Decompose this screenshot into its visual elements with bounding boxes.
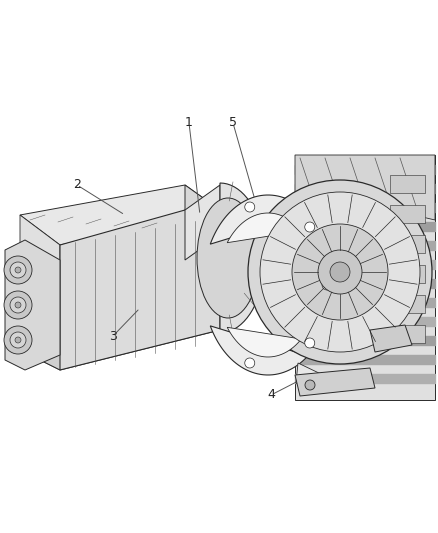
Polygon shape [5, 240, 60, 370]
Polygon shape [20, 185, 220, 245]
Ellipse shape [197, 198, 259, 318]
Circle shape [260, 192, 420, 352]
Polygon shape [185, 185, 220, 260]
Circle shape [318, 250, 362, 294]
Text: 6: 6 [354, 276, 362, 288]
Circle shape [330, 262, 350, 282]
Circle shape [245, 202, 255, 212]
Circle shape [245, 358, 255, 368]
Circle shape [292, 224, 388, 320]
Circle shape [305, 380, 315, 390]
Bar [390, 235, 425, 253]
Text: 3: 3 [109, 329, 117, 343]
Circle shape [10, 297, 26, 313]
Circle shape [15, 267, 21, 273]
Circle shape [15, 302, 21, 308]
Circle shape [10, 332, 26, 348]
Polygon shape [295, 368, 375, 396]
Text: 4: 4 [267, 389, 275, 401]
Bar [390, 175, 425, 193]
Circle shape [322, 280, 332, 290]
Circle shape [15, 337, 21, 343]
Circle shape [305, 338, 315, 348]
Circle shape [4, 291, 32, 319]
Polygon shape [220, 183, 265, 335]
Circle shape [4, 256, 32, 284]
Polygon shape [227, 213, 318, 357]
Polygon shape [210, 195, 333, 375]
Bar [390, 205, 425, 223]
Text: 1: 1 [185, 117, 193, 130]
Polygon shape [295, 155, 435, 400]
Bar [390, 295, 425, 313]
Circle shape [10, 262, 26, 278]
Polygon shape [60, 210, 220, 370]
Text: 2: 2 [73, 179, 81, 191]
Polygon shape [185, 185, 220, 330]
Circle shape [305, 222, 315, 232]
Polygon shape [370, 325, 412, 352]
Bar [390, 325, 425, 343]
Polygon shape [20, 215, 60, 370]
Polygon shape [295, 155, 435, 220]
Circle shape [4, 326, 32, 354]
Circle shape [248, 180, 432, 364]
Bar [390, 265, 425, 283]
Polygon shape [20, 310, 220, 370]
Polygon shape [296, 363, 323, 393]
Text: 5: 5 [229, 117, 237, 130]
